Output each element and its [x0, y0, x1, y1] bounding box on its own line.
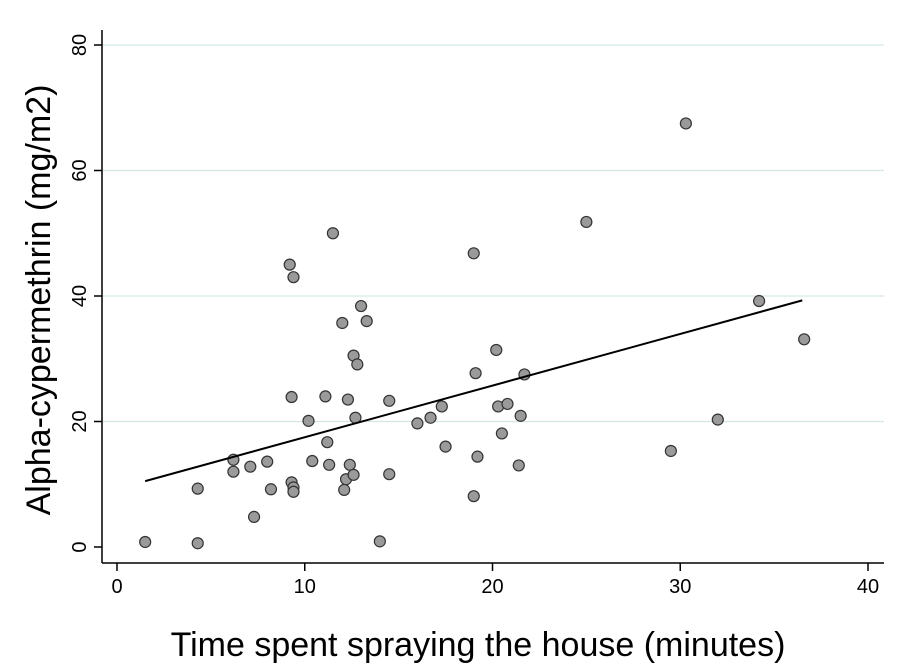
data-point-24	[341, 393, 355, 406]
data-point-33	[383, 394, 396, 407]
fit-line-group	[144, 299, 803, 483]
data-point-1	[191, 482, 204, 495]
data-point-10	[287, 271, 300, 284]
data-point-32	[373, 535, 386, 548]
data-point-18	[321, 436, 334, 449]
data-point-0	[139, 535, 152, 549]
data-point-38	[439, 440, 452, 453]
data-point-50	[580, 215, 593, 229]
data-point-31	[360, 315, 373, 328]
data-point-25	[343, 458, 356, 471]
data-point-35	[411, 417, 424, 430]
y-tick-label-60: 60	[69, 159, 91, 181]
x-tick-label-40: 40	[857, 576, 879, 598]
y-tick-label-80: 80	[69, 34, 91, 56]
data-point-52	[679, 117, 692, 130]
data-point-19	[323, 458, 336, 471]
x-tick-label-10: 10	[294, 576, 316, 598]
y-tick-label-0: 0	[69, 541, 91, 552]
data-point-14	[287, 485, 300, 498]
data-point-27	[347, 468, 360, 481]
data-point-48	[514, 409, 527, 422]
data-point-39	[467, 247, 480, 260]
y-tick-label-40: 40	[69, 285, 91, 307]
data-point-16	[306, 454, 319, 468]
data-point-42	[471, 450, 484, 463]
data-point-46	[501, 397, 514, 411]
y-axis-title: Alpha-cypermethrin (mg/m2)	[20, 85, 58, 516]
y-tick-label-20: 20	[69, 410, 91, 432]
data-point-45	[495, 427, 508, 440]
data-point-17	[319, 390, 332, 403]
data-point-21	[336, 316, 349, 330]
data-point-43	[490, 343, 503, 357]
fit-line	[144, 299, 803, 483]
data-point-15	[302, 414, 315, 427]
data-point-8	[264, 483, 278, 496]
x-axis-title: Time spent spraying the house (minutes)	[171, 626, 786, 664]
x-tick-label-0: 0	[111, 576, 122, 598]
data-point-53	[711, 413, 724, 426]
data-point-6	[247, 510, 261, 523]
data-point-30	[354, 299, 368, 313]
data-point-11	[285, 390, 298, 404]
axes	[94, 30, 884, 571]
grid-lines	[102, 44, 884, 423]
data-point-34	[383, 468, 396, 481]
data-point-36	[424, 411, 437, 424]
data-point-55	[798, 333, 811, 346]
data-point-9	[283, 258, 296, 271]
data-point-2	[191, 537, 204, 550]
data-point-22	[338, 483, 351, 496]
tick-labels: 0 20 40 60 80 0 10 20 30 40	[69, 34, 879, 598]
data-point-37	[435, 400, 448, 413]
data-point-41	[469, 367, 482, 380]
data-point-4	[227, 465, 240, 478]
data-point-47	[512, 459, 525, 472]
data-point-7	[261, 455, 274, 468]
data-point-5	[244, 460, 257, 473]
data-point-40	[467, 490, 480, 503]
x-tick-label-20: 20	[481, 576, 503, 598]
data-point-20	[326, 227, 340, 240]
data-point-51	[664, 444, 677, 458]
data-point-54	[753, 294, 766, 308]
x-tick-label-30: 30	[669, 576, 691, 598]
data-point-29	[351, 358, 364, 371]
data-points	[139, 117, 811, 550]
